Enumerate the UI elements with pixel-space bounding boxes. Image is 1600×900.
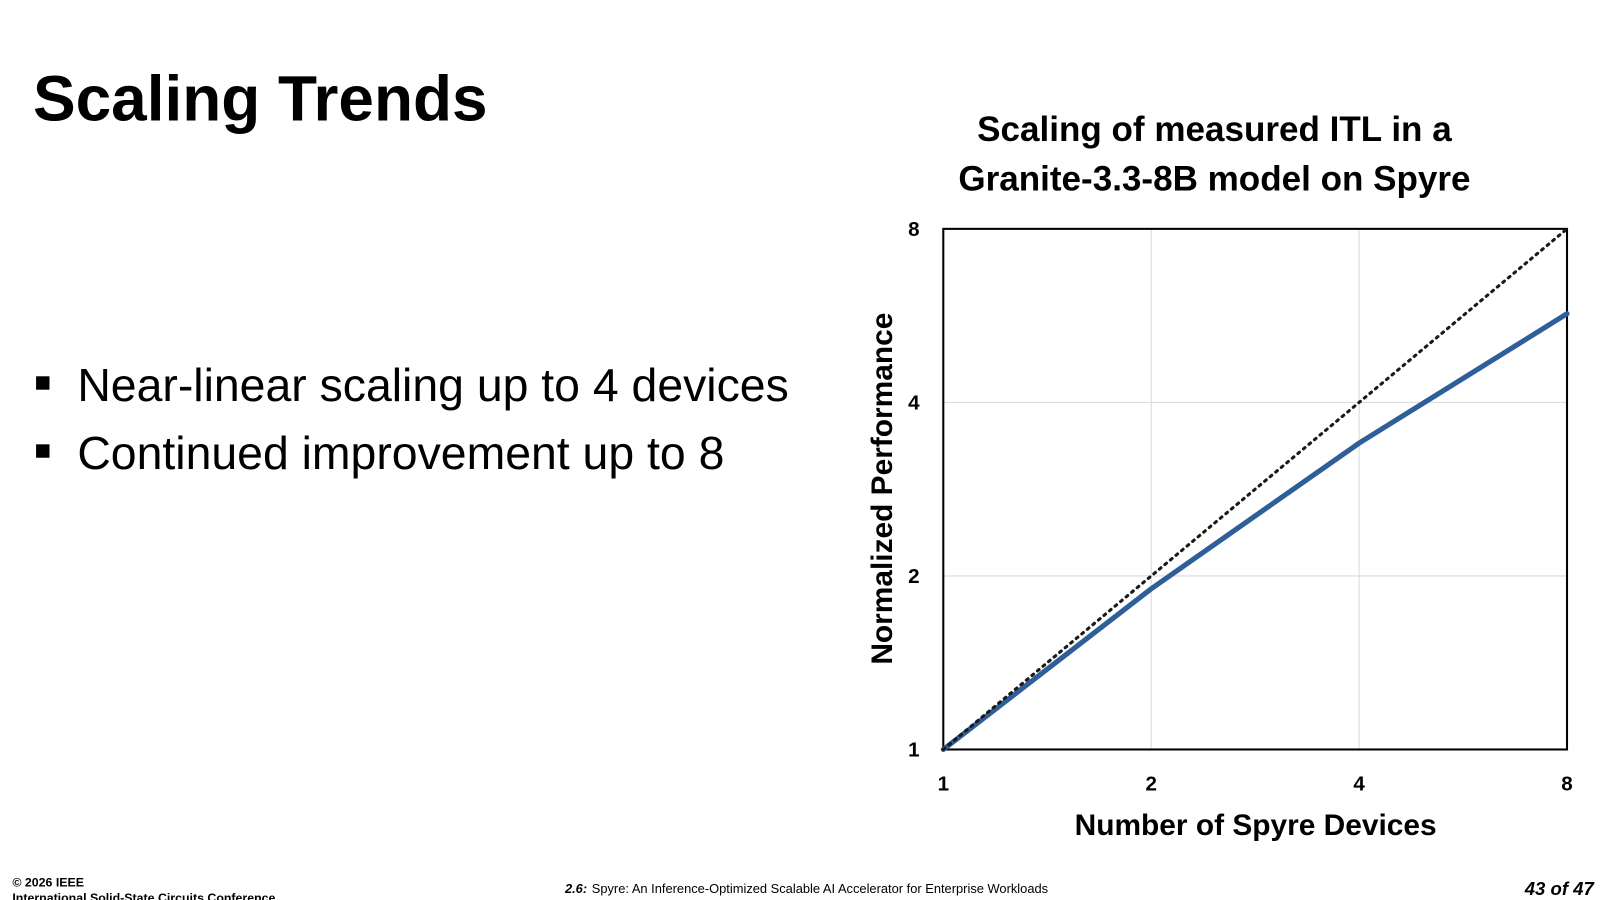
- x-tick-label: 1: [938, 773, 949, 796]
- x-axis-label: Number of Spyre Devices: [1075, 809, 1437, 842]
- y-tick-label: 4: [908, 392, 920, 415]
- chart-title: Granite-3.3-8B model on Spyre: [958, 160, 1470, 199]
- conference: International Solid-State Circuits Confe…: [12, 891, 275, 900]
- chart-title: Scaling of measured ITL in a: [977, 110, 1452, 149]
- x-tick-label: 4: [1353, 773, 1365, 796]
- paper-number: 2.6:: [564, 881, 587, 896]
- bullet-marker: [36, 444, 50, 458]
- bullet: Near-linear scaling up to 4 devices: [77, 359, 788, 411]
- y-tick-label: 1: [908, 739, 919, 762]
- y-tick-label: 8: [908, 218, 919, 241]
- copyright: © 2026 IEEE: [12, 876, 84, 890]
- y-tick-label: 2: [908, 565, 919, 588]
- data-line: [941, 227, 1569, 752]
- data-line: [940, 311, 1570, 753]
- paper-title: Spyre: An Inference-Optimized Scalable A…: [592, 881, 1048, 896]
- bullet: Continued improvement up to 8: [77, 427, 724, 479]
- slide-title: Scaling Trends: [33, 63, 488, 135]
- x-tick-label: 8: [1561, 773, 1572, 796]
- x-tick-label: 2: [1145, 773, 1156, 796]
- y-axis-label: Normalized Performance: [866, 313, 899, 665]
- plot-frame: [942, 227, 1569, 751]
- page-number: 43 of 47: [1524, 878, 1596, 899]
- bullet-marker: [36, 376, 50, 390]
